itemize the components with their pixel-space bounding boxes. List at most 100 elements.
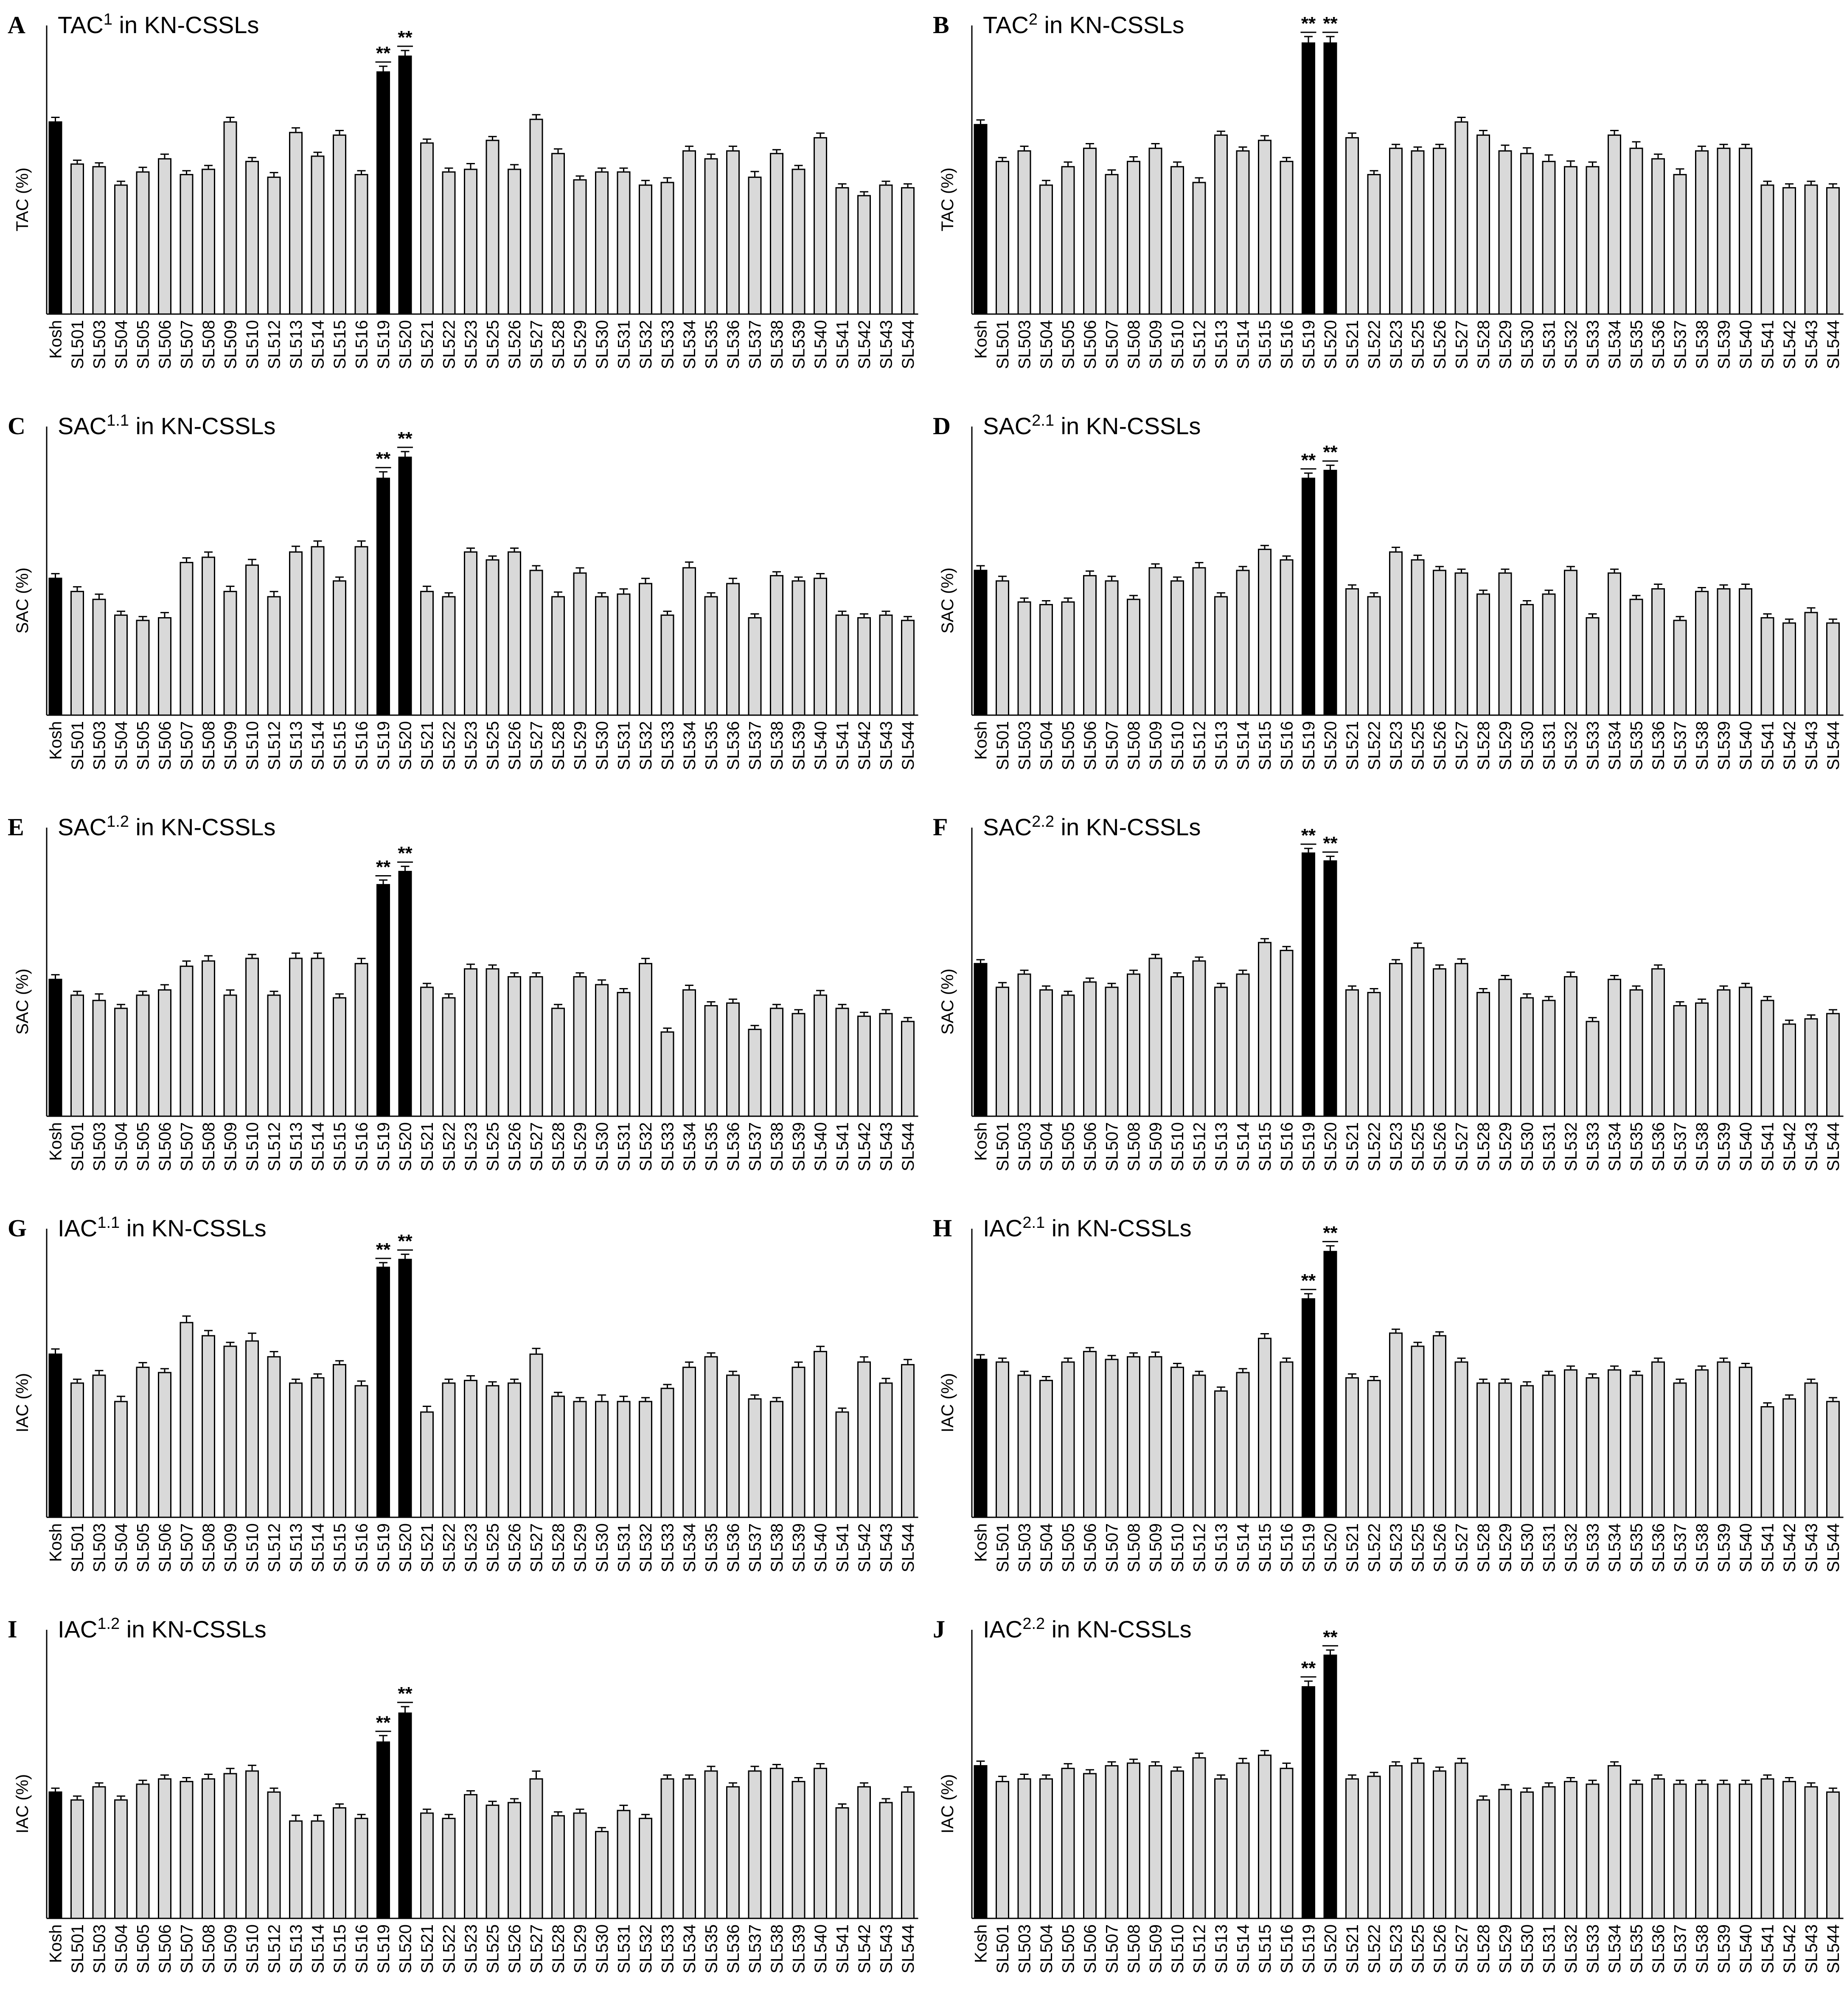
- bar-sl519: [376, 1266, 390, 1518]
- x-tick-label: SL542: [855, 1924, 874, 1974]
- panel-h: H IAC2.1 in KN-CSSLs IAC (%) Kosh SL501 SL503…: [933, 1214, 1844, 1572]
- bar-sl506: [1083, 147, 1097, 315]
- bar-sl510: [245, 160, 259, 315]
- x-tick-label: SL528: [549, 721, 568, 770]
- x-tick-label: SL522: [1365, 320, 1384, 369]
- x-tick-label: SL509: [1147, 320, 1165, 369]
- x-tick-label: SL526: [505, 320, 524, 369]
- bar-sl501: [70, 1382, 84, 1518]
- bar-sl544: [901, 620, 915, 716]
- bar-kosh: [48, 578, 62, 716]
- x-tick-label: SL522: [440, 1122, 459, 1171]
- x-tick-label: SL516: [1278, 1924, 1297, 1974]
- x-tick-label: SL538: [1693, 721, 1712, 770]
- x-tick-label: SL527: [1453, 1122, 1471, 1171]
- bar-sl507: [1105, 174, 1119, 315]
- title-rest: in KN-CSSLs: [120, 1215, 266, 1241]
- x-tick-label: SL514: [309, 1523, 328, 1572]
- bar-sl541: [835, 1008, 849, 1117]
- x-tick-label: SL514: [309, 1924, 328, 1974]
- bar-kosh: [974, 963, 988, 1117]
- bar-sl529: [573, 572, 587, 716]
- bar-sl509: [1148, 1765, 1162, 1919]
- bar-sl505: [136, 620, 150, 716]
- x-tick-label: SL523: [1387, 1924, 1406, 1974]
- x-tick-label: SL539: [790, 1924, 808, 1974]
- bar-sl509: [1148, 1356, 1162, 1518]
- panel-letter: I: [8, 1615, 17, 1643]
- bar-sl526: [508, 1382, 521, 1518]
- x-tick-label: SL505: [134, 721, 153, 770]
- bar-sl543: [879, 614, 893, 716]
- bar-sl523: [1389, 963, 1403, 1117]
- bar-sl509: [1148, 957, 1162, 1117]
- x-tick-label: SL505: [134, 1523, 153, 1572]
- bar-sl527: [1454, 1361, 1468, 1518]
- bar-sl532: [1564, 570, 1577, 716]
- bar-sl519: [1302, 1298, 1315, 1518]
- bar-sl543: [1804, 612, 1818, 716]
- bar-sl537: [1673, 1005, 1687, 1117]
- bar-sl531: [1542, 1374, 1556, 1518]
- bar-sl519: [1302, 852, 1315, 1117]
- panel-i: I IAC1.2 in KN-CSSLs IAC (%) Kosh SL501 SL503…: [8, 1615, 918, 1974]
- x-tick-label: SL512: [1190, 721, 1209, 770]
- title-rest: in KN-CSSLs: [1045, 1616, 1191, 1643]
- x-tick-label: SL504: [112, 721, 131, 770]
- bar-sl525: [1411, 947, 1425, 1117]
- x-tick-label: SL501: [68, 1523, 87, 1572]
- bar-sl544: [1826, 1013, 1840, 1117]
- bar-sl532: [639, 184, 652, 315]
- bar-sl503: [1017, 1374, 1031, 1518]
- bar-sl534: [1608, 1369, 1621, 1518]
- bar-sl543: [879, 1382, 893, 1518]
- x-tick-label: SL503: [1016, 320, 1034, 369]
- x-tick-label: SL525: [1409, 320, 1428, 369]
- x-tick-label: SL510: [1168, 1122, 1187, 1171]
- x-tick-label: SL527: [528, 1122, 546, 1171]
- x-tick-label: SL537: [1671, 721, 1690, 770]
- x-tick-label: SL534: [680, 1122, 699, 1171]
- bar-sl544: [901, 1791, 915, 1919]
- x-tick-label: SL533: [659, 320, 677, 369]
- x-tick-label: SL512: [265, 1924, 284, 1974]
- x-tick-label: Kosh: [972, 320, 991, 359]
- x-tick-label: SL520: [1322, 721, 1340, 770]
- x-tick-label: SL542: [1780, 1523, 1799, 1572]
- bar-sl534: [1608, 979, 1621, 1117]
- x-tick-label: SL536: [724, 721, 743, 770]
- x-tick-label: SL520: [396, 1122, 415, 1171]
- x-tick-label: SL525: [1409, 1523, 1428, 1572]
- x-tick-label: SL504: [1037, 320, 1056, 369]
- x-tick-label: SL526: [1431, 320, 1449, 369]
- bar-sl501: [70, 1799, 84, 1919]
- bar-sl532: [639, 963, 652, 1117]
- bar-sl526: [1433, 968, 1446, 1117]
- x-tick-label: SL514: [1234, 721, 1253, 770]
- panel-title: TAC2 in KN-CSSLs: [983, 11, 1184, 38]
- significance-marker: **: [376, 43, 391, 64]
- bar-sl539: [1717, 989, 1731, 1117]
- x-tick-label: SL512: [265, 721, 284, 770]
- x-tick-label: Kosh: [47, 1523, 65, 1562]
- bar-sl506: [1083, 981, 1097, 1117]
- bar-sl522: [1367, 596, 1381, 716]
- x-tick-label: SL505: [1059, 320, 1078, 369]
- x-tick-label: SL510: [1168, 1924, 1187, 1974]
- x-tick-label: SL509: [222, 320, 240, 369]
- bar-sl531: [617, 171, 631, 315]
- x-tick-label: SL535: [1628, 721, 1646, 770]
- bar-sl510: [245, 1340, 259, 1518]
- x-tick-label: SL513: [287, 1523, 306, 1572]
- x-tick-label: SL542: [855, 1523, 874, 1572]
- bar-sl501: [996, 1781, 1009, 1919]
- bar-sl501: [70, 994, 84, 1117]
- x-tick-label: SL541: [834, 320, 852, 369]
- x-tick-label: SL529: [571, 1523, 590, 1572]
- bar-sl534: [1608, 572, 1621, 716]
- panel-title: SAC2.1 in KN-CSSLs: [983, 412, 1201, 439]
- bar-sl530: [1520, 1791, 1534, 1919]
- x-tick-label: SL521: [1343, 320, 1362, 369]
- x-tick-label: SL515: [1256, 320, 1274, 369]
- bar-sl539: [791, 1013, 806, 1117]
